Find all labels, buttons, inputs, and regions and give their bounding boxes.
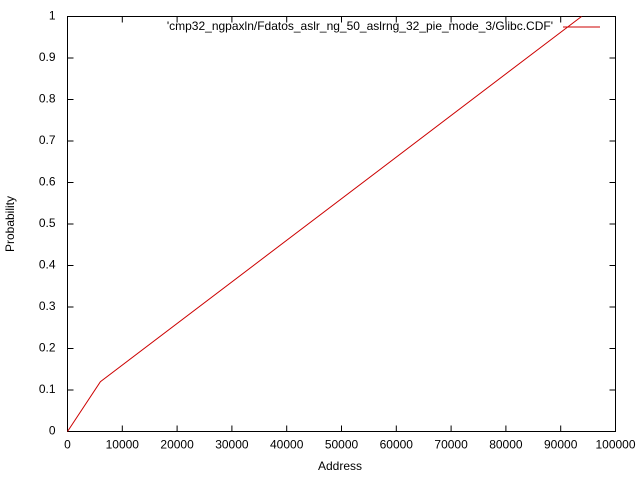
x-tick-label: 30000: [215, 438, 249, 452]
x-axis-label: Address: [318, 459, 362, 473]
x-tick-label: 90000: [544, 438, 578, 452]
legend-label: 'cmp32_ngpaxln/Fdatos_aslr_ng_50_aslrng_…: [167, 19, 553, 33]
x-tick-label: 10000: [106, 438, 140, 452]
x-tick-label: 70000: [434, 438, 468, 452]
x-tick-label: 40000: [270, 438, 304, 452]
y-tick-label: 0.1: [39, 382, 56, 396]
data-line: [67, 16, 582, 432]
x-tick-label: 20000: [160, 438, 194, 452]
y-tick-label: 0.5: [39, 216, 56, 230]
y-tick-label: 0.6: [39, 175, 56, 189]
y-tick-label: 0.4: [39, 258, 56, 272]
plot-border: [67, 16, 616, 432]
x-tick-label: 0: [64, 438, 71, 452]
x-tick-label: 80000: [489, 438, 523, 452]
x-tick-label: 50000: [325, 438, 359, 452]
y-axis-label: Probability: [3, 196, 17, 252]
y-tick-label: 0.2: [39, 341, 56, 355]
y-tick-label: 1: [49, 9, 56, 23]
y-tick-label: 0.7: [39, 133, 56, 147]
y-tick-label: 0.9: [39, 50, 56, 64]
y-tick-label: 0.8: [39, 92, 56, 106]
x-tick-label: 100000: [595, 438, 635, 452]
y-tick-label: 0: [49, 424, 56, 438]
y-tick-label: 0.3: [39, 299, 56, 313]
x-tick-label: 60000: [380, 438, 414, 452]
